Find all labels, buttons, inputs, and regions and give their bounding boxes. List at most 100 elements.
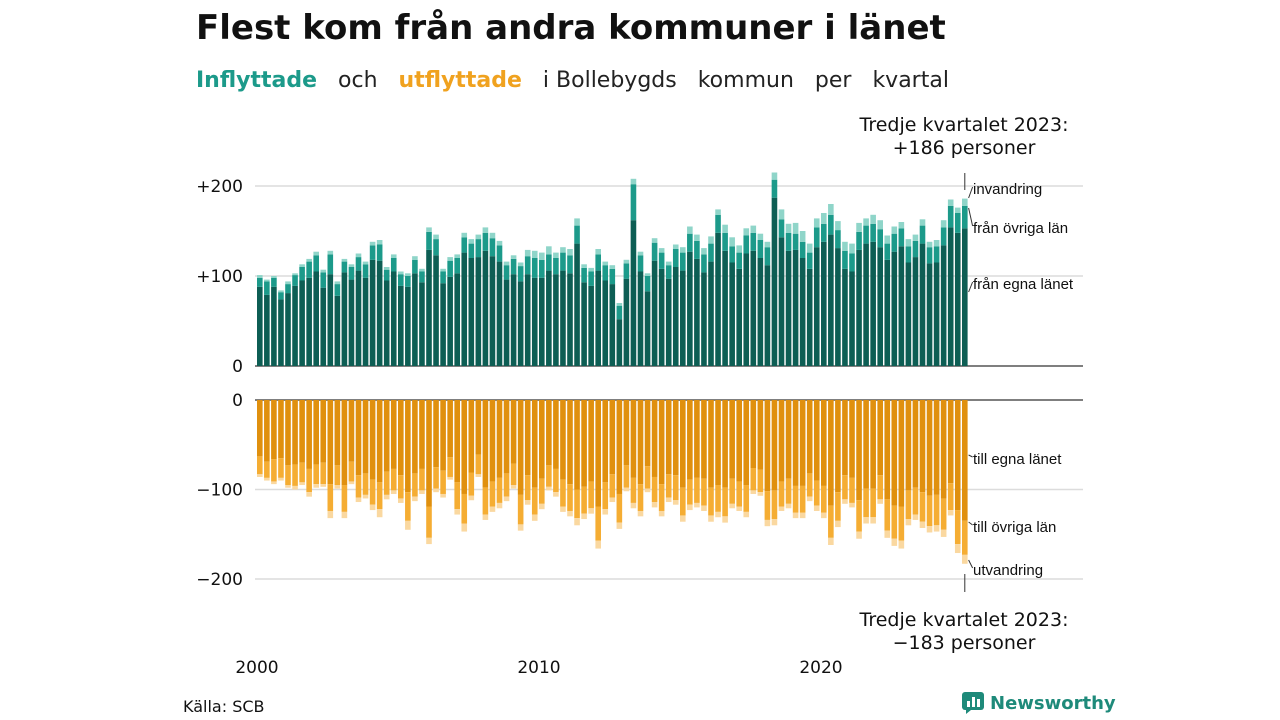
outflow-bar-emigration [764, 519, 771, 527]
inflow-bar-immigration [792, 222, 799, 234]
inflow-bar-immigration [461, 232, 468, 238]
inflow-bar-own-county [919, 243, 926, 366]
outflow-bar-emigration [623, 487, 630, 492]
outflow-bar-own-county [383, 400, 390, 472]
outflow-bar-other-county [362, 473, 369, 495]
inflow-bar-own-county [616, 319, 623, 366]
inflow-bar-other-county [757, 240, 764, 258]
inflow-bar-immigration [926, 241, 933, 248]
outflow-bar-emigration [609, 497, 616, 503]
outflow-bar-emigration [630, 502, 637, 509]
inflow-bar-immigration [419, 268, 425, 272]
outflow-bar-other-county [694, 477, 700, 503]
outflow-bar-own-county [405, 400, 411, 493]
inflow-bar-immigration [757, 233, 764, 240]
inflow-bar-own-county [306, 277, 312, 366]
inflow-bar-immigration [806, 243, 813, 253]
inflow-bar-other-county [884, 243, 891, 260]
outflow-bar-emigration [546, 486, 552, 491]
y-tick-label-top: 0 [232, 357, 243, 377]
outflow-bar-emigration [722, 516, 728, 523]
outflow-bar-own-county [398, 400, 404, 476]
inflow-bar-own-county [433, 255, 439, 366]
inflow-bar-own-county [348, 279, 355, 366]
outflow-bar-other-county [947, 483, 954, 511]
inflow-bar-other-county [398, 274, 404, 286]
inflow-bar-own-county [785, 250, 792, 366]
outflow-bar-other-county [412, 473, 418, 497]
inflow-bar-other-county [454, 258, 460, 274]
inflow-bar-immigration [306, 258, 312, 262]
inflow-bar-own-county [842, 268, 848, 366]
inflow-bar-other-county [447, 260, 453, 277]
inflow-bar-immigration [658, 248, 665, 253]
annotation-top-heading: Tredje kvartalet 2023: [859, 114, 1069, 136]
inflow-bar-other-county [813, 227, 820, 248]
inflow-bar-other-county [320, 272, 327, 288]
outflow-bar-emigration [510, 485, 517, 489]
outflow-bar-emigration [658, 510, 665, 517]
legend-label-bottom: till övriga län [973, 519, 1056, 536]
outflow-bar-other-county [264, 461, 270, 478]
inflow-bar-other-county [405, 276, 411, 287]
inflow-bar-immigration [694, 234, 700, 241]
inflow-bar-other-county [849, 253, 855, 272]
inflow-bar-immigration [835, 221, 841, 231]
inflow-bar-other-county [947, 205, 954, 228]
legend-label-top: från egna länet [973, 276, 1074, 293]
outflow-bar-other-county [306, 468, 312, 493]
inflow-bar-own-county [708, 261, 714, 366]
inflow-bar-immigration [546, 246, 552, 255]
outflow-bar-emigration [694, 502, 700, 508]
inflow-bar-own-county [821, 241, 827, 366]
outflow-bar-other-county [813, 480, 820, 506]
inflow-bar-own-county [863, 243, 869, 366]
inflow-bar-other-county [708, 243, 714, 262]
inflow-bar-other-county [412, 259, 418, 274]
outflow-bar-own-county [616, 400, 623, 494]
outflow-bar-own-county [539, 400, 545, 479]
outflow-bar-emigration [736, 506, 742, 511]
outflow-bar-other-county [560, 479, 566, 507]
inflow-bar-immigration [736, 245, 742, 253]
inflow-bar-own-county [637, 271, 644, 366]
inflow-bar-own-county [376, 260, 383, 366]
inflow-bar-other-county [390, 258, 397, 272]
outflow-bar-emigration [884, 530, 891, 538]
outflow-bar-own-county [560, 400, 566, 480]
inflow-bar-other-county [729, 246, 735, 263]
outflow-bar-other-county [680, 487, 686, 516]
inflow-bar-other-county [701, 254, 707, 273]
inflow-bar-own-county [341, 272, 348, 366]
inflow-bar-immigration [489, 232, 496, 239]
outflow-bar-emigration [870, 517, 876, 524]
inflow-bar-other-county [926, 247, 933, 264]
inflow-bar-other-county [461, 237, 468, 253]
outflow-bar-emigration [468, 495, 475, 501]
outflow-bar-own-county [771, 400, 778, 491]
inflow-bar-own-county [962, 228, 968, 366]
outflow-bar-emigration [821, 512, 827, 519]
outflow-bar-own-county [821, 400, 827, 486]
outflow-bar-own-county [778, 400, 785, 482]
outflow-bar-own-county [334, 400, 341, 466]
inflow-bar-other-county [665, 265, 672, 279]
inflow-bar-immigration [531, 250, 538, 258]
inflow-bar-other-county [651, 242, 658, 261]
legend-leader-bottom [968, 454, 973, 458]
outflow-bar-own-county [503, 400, 510, 474]
inflow-bar-immigration [433, 234, 439, 240]
outflow-bar-other-county [637, 484, 644, 511]
inflow-bar-own-county [715, 232, 721, 366]
outflow-bar-emigration [708, 515, 714, 522]
outflow-bar-emigration [891, 538, 898, 546]
outflow-bar-emigration [390, 490, 397, 494]
inflow-bar-immigration [905, 239, 912, 247]
outflow-bar-other-county [672, 475, 679, 501]
inflow-bar-own-county [602, 280, 609, 366]
outflow-bar-emigration [278, 477, 284, 481]
outflow-bar-emigration [828, 537, 834, 545]
outflow-bar-own-county [257, 400, 263, 457]
inflow-bar-own-county [672, 267, 679, 366]
inflow-bar-immigration [651, 238, 658, 243]
